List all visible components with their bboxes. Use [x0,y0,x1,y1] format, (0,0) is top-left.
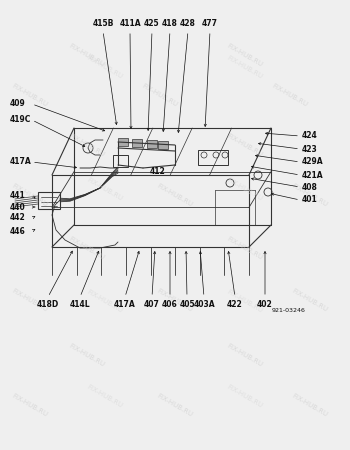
Text: 402: 402 [257,300,273,309]
Text: 440: 440 [10,202,26,211]
Text: 442: 442 [10,213,26,222]
Text: FIX-HUB.RU: FIX-HUB.RU [68,235,106,261]
Text: 408: 408 [302,183,318,192]
Bar [198,150,228,165]
Text: 441: 441 [10,192,26,201]
Text: FIX-HUB.RU: FIX-HUB.RU [226,289,264,314]
Text: 406: 406 [162,300,178,309]
Text: FIX-HUB.RU: FIX-HUB.RU [68,342,106,368]
Text: 921-03246: 921-03246 [271,308,305,313]
Text: 412: 412 [150,167,166,176]
Text: FIX-HUB.RU: FIX-HUB.RU [226,383,264,409]
Text: 403A: 403A [193,300,215,309]
Text: 415B: 415B [92,19,114,28]
Text: FIX-HUB.RU: FIX-HUB.RU [86,176,124,202]
Text: FIX-HUB.RU: FIX-HUB.RU [156,288,194,313]
Text: FIX-HUB.RU: FIX-HUB.RU [271,82,309,108]
Text: FIX-HUB.RU: FIX-HUB.RU [11,82,49,108]
Text: FIX-HUB.RU: FIX-HUB.RU [11,288,49,313]
Text: FIX-HUB.RU: FIX-HUB.RU [226,342,264,368]
Text: 446: 446 [10,226,26,235]
Text: FIX-HUB.RU: FIX-HUB.RU [68,42,106,68]
Bar [132,139,142,147]
Text: 401: 401 [302,195,318,204]
Text: 407: 407 [144,300,160,309]
Text: 419C: 419C [10,116,32,125]
Text: FIX-HUB.RU: FIX-HUB.RU [291,288,329,313]
Text: FIX-HUB.RU: FIX-HUB.RU [68,132,106,157]
Text: FIX-HUB.RU: FIX-HUB.RU [11,392,49,418]
Text: 424: 424 [302,131,318,140]
Bar [38,192,60,209]
Text: 417A: 417A [114,300,136,309]
Text: 417A: 417A [10,158,32,166]
Text: FIX-HUB.RU: FIX-HUB.RU [86,383,124,409]
Text: 425: 425 [144,19,160,28]
Text: 418: 418 [162,19,178,28]
Text: 405: 405 [179,300,195,309]
Text: 423: 423 [302,144,318,153]
Text: 422: 422 [227,300,243,309]
Text: FIX-HUB.RU: FIX-HUB.RU [226,42,264,68]
Bar [113,155,128,167]
Text: 477: 477 [202,19,218,28]
Text: FIX-HUB.RU: FIX-HUB.RU [291,182,329,207]
Text: FIX-HUB.RU: FIX-HUB.RU [156,392,194,418]
Text: FIX-HUB.RU: FIX-HUB.RU [226,55,264,80]
Text: FIX-HUB.RU: FIX-HUB.RU [11,182,49,207]
Text: 409: 409 [10,99,26,108]
Text: 428: 428 [180,19,196,28]
Text: FIX-HUB.RU: FIX-HUB.RU [291,392,329,418]
Text: 429A: 429A [302,158,324,166]
Text: FIX-HUB.RU: FIX-HUB.RU [226,235,264,261]
Text: 418D: 418D [37,300,59,309]
Text: FIX-HUB.RU: FIX-HUB.RU [156,182,194,207]
Bar [158,141,168,149]
Bar [118,138,128,146]
Text: FIX-HUB.RU: FIX-HUB.RU [226,176,264,202]
Bar [147,140,157,148]
Text: 421A: 421A [302,171,324,180]
Text: FIX-HUB.RU: FIX-HUB.RU [226,132,264,157]
Text: 411A: 411A [119,19,141,28]
Text: FIX-HUB.RU: FIX-HUB.RU [86,289,124,314]
Text: FIX-HUB.RU: FIX-HUB.RU [86,55,124,80]
Text: 414L: 414L [70,300,90,309]
Text: FIX-HUB.RU: FIX-HUB.RU [141,82,179,108]
